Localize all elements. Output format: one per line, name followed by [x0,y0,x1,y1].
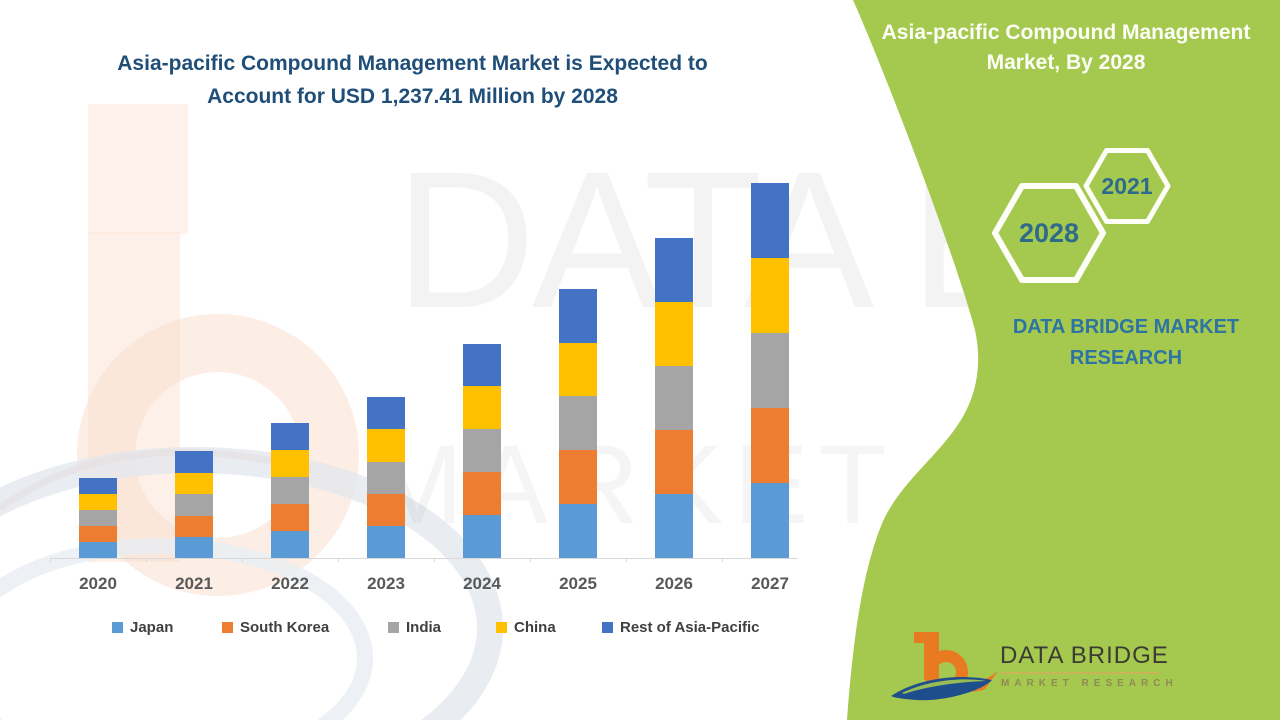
side-panel-title: Asia-pacific Compound Management Market,… [881,21,1251,75]
plot-area: 2020 2021 2022 2023 2024 2025 2026 2027 [50,183,798,593]
footer-logo: DATA BRIDGE MARKET RESEARCH [888,628,1188,708]
bar-2021 [175,451,213,558]
axis-tick [146,558,147,562]
bar-segment-china [655,302,693,366]
data-bridge-logo-icon [891,632,998,701]
axis-tick [434,558,435,562]
footer-brand-text: DATA BRIDGE [1000,642,1169,669]
hexagon-2028 [992,183,1106,283]
bar-segment-china [463,386,501,429]
bar-2024 [463,344,501,558]
bar-2020 [79,478,117,558]
x-axis-label-2024: 2024 [463,574,501,593]
bar-2022 [271,423,309,558]
bar-2025 [559,289,597,558]
bar-segment-china [751,258,789,333]
bar-segment-china [559,343,597,396]
axis-tick [626,558,627,562]
bar-segment-south-korea [655,430,693,494]
x-axis-label-2021: 2021 [175,574,213,593]
bar-segment-japan [175,537,213,558]
bar-segment-rest-of-asia-pacific [463,344,501,386]
bar-segment-china [367,429,405,462]
bar-2023 [367,397,405,558]
hexagon-year-2028: 2028 [1018,218,1080,248]
bar-segment-rest-of-asia-pacific [751,183,789,258]
bar-segment-rest-of-asia-pacific [271,423,309,450]
bar-segment-japan [463,515,501,558]
bar-segment-south-korea [559,450,597,504]
bar-segment-japan [655,494,693,558]
bar-segment-rest-of-asia-pacific [559,289,597,343]
bar-segment-rest-of-asia-pacific [79,478,117,494]
axis-tick [338,558,339,562]
bar-segment-rest-of-asia-pacific [175,451,213,473]
bar-segment-india [79,510,117,526]
watermark-b-top [88,104,188,234]
axis-tick [50,558,51,562]
hexagon-year-2021: 2021 [1101,173,1153,199]
bar-segment-japan [367,526,405,558]
bar-segment-japan [751,483,789,558]
bar-segment-rest-of-asia-pacific [655,238,693,302]
bar-segment-south-korea [271,504,309,531]
bar-segment-south-korea [463,472,501,515]
bar-segment-china [175,473,213,494]
side-panel-brand-text: DATA BRIDGE MARKET RESEARCH [1012,316,1240,369]
bar-segment-south-korea [751,408,789,483]
x-axis-label-2025: 2025 [559,574,597,593]
bar-segment-india [655,366,693,430]
x-axis-label-2026: 2026 [655,574,693,593]
bar-segment-india [559,396,597,450]
bar-segment-india [463,429,501,472]
bar-segment-japan [79,542,117,558]
chart-title: Asia-pacific Compound Management Market … [117,52,708,108]
x-axis-label-2023: 2023 [367,574,405,593]
x-axis-label-2027: 2027 [751,574,789,593]
bar-segment-south-korea [79,526,117,542]
axis-tick [530,558,531,562]
bar-segment-india [271,477,309,504]
x-axis-line [50,558,798,559]
bar-segment-india [751,333,789,408]
bar-segment-japan [559,504,597,558]
axis-tick [242,558,243,562]
bar-2027 [751,183,789,558]
bar-segment-india [175,494,213,516]
bar-segment-india [367,462,405,494]
bar-segment-south-korea [175,516,213,537]
x-axis-label-2022: 2022 [271,574,309,593]
watermark-swoosh-inner [0,538,373,720]
footer-tagline-text: MARKET RESEARCH [1001,678,1178,689]
bar-2026 [655,238,693,558]
bar-segment-south-korea [367,494,405,526]
footer-brand-underline [1000,672,1160,674]
bar-segment-rest-of-asia-pacific [367,397,405,429]
green-panel [847,0,1280,720]
axis-tick [722,558,723,562]
hexagon-2021 [1083,148,1171,224]
bar-segment-china [79,494,117,510]
x-axis-label-2020: 2020 [79,574,117,593]
bar-segment-china [271,450,309,477]
bar-segment-japan [271,531,309,558]
